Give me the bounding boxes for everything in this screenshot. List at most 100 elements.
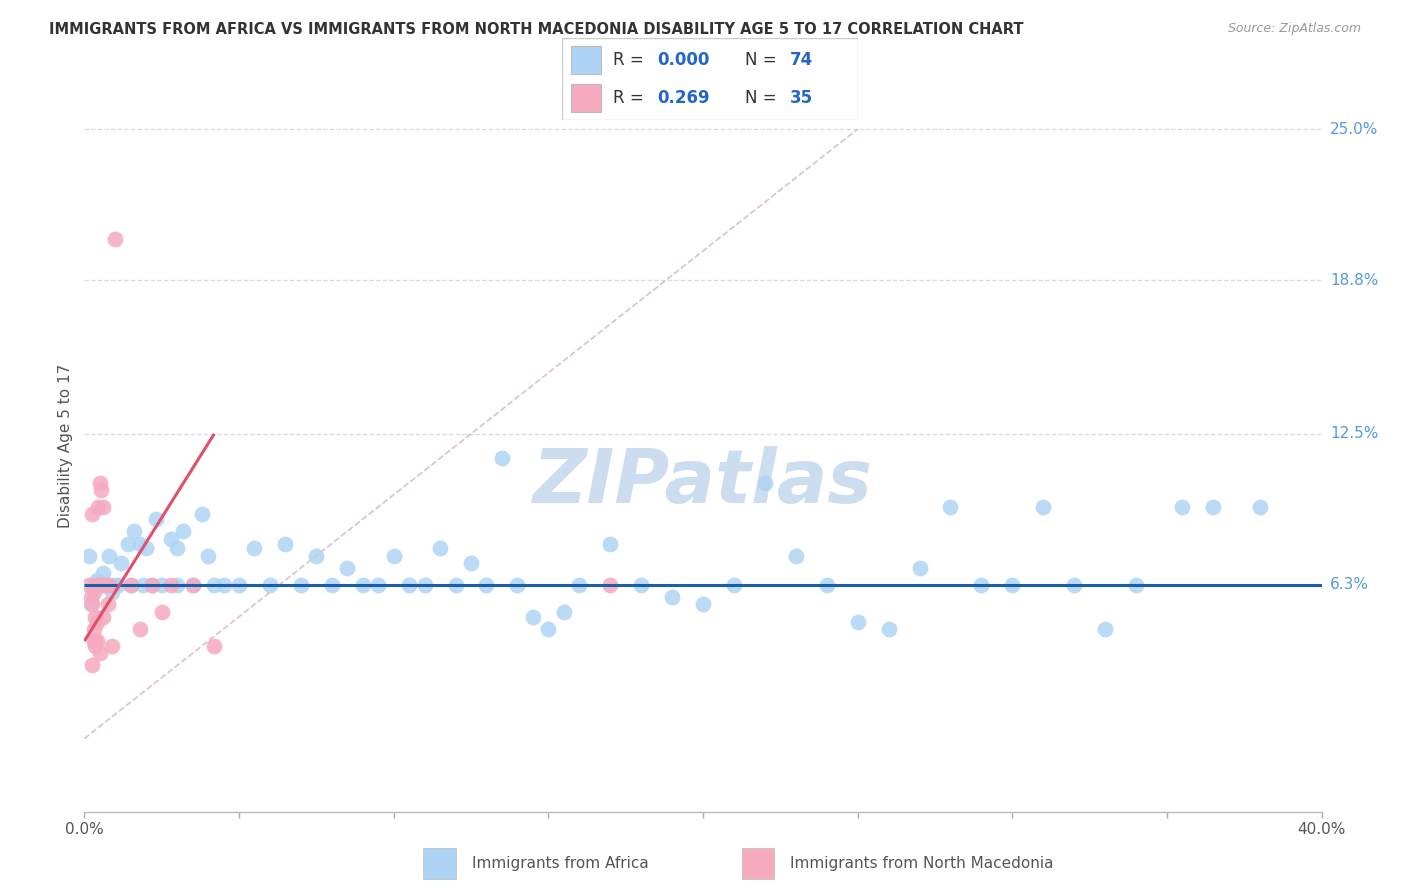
Point [305, 549, 328, 563]
Text: R =: R = [613, 51, 648, 69]
Point [86, 573, 108, 587]
Text: Immigrants from North Macedonia: Immigrants from North Macedonia [790, 855, 1054, 871]
Point [352, 578, 374, 592]
FancyBboxPatch shape [571, 45, 600, 74]
Text: 0.269: 0.269 [657, 89, 710, 107]
Point [382, 549, 405, 563]
Point [202, 639, 225, 653]
Point [1171, 500, 1194, 514]
Point [202, 578, 225, 592]
Point [212, 578, 235, 592]
Text: 0.000: 0.000 [657, 51, 709, 69]
FancyBboxPatch shape [423, 848, 456, 879]
Point [228, 578, 250, 592]
Point [82, 658, 104, 673]
Text: 18.8%: 18.8% [1330, 273, 1378, 288]
Point [444, 578, 467, 592]
Point [815, 578, 838, 592]
FancyBboxPatch shape [571, 85, 600, 112]
Text: N =: N = [745, 51, 782, 69]
Point [243, 541, 266, 556]
Point [1125, 578, 1147, 592]
Point [83, 578, 105, 592]
Point [82, 508, 104, 522]
Point [83, 622, 105, 636]
Point [197, 549, 219, 563]
Point [537, 622, 560, 636]
Point [723, 578, 745, 592]
Point [79, 598, 101, 612]
Point [599, 536, 621, 550]
Point [522, 609, 544, 624]
Point [96, 598, 118, 612]
Point [132, 578, 155, 592]
Point [117, 536, 139, 550]
Point [908, 561, 931, 575]
Point [754, 475, 776, 490]
Point [553, 605, 575, 619]
Point [84, 609, 107, 624]
FancyBboxPatch shape [741, 848, 775, 879]
Point [181, 578, 204, 592]
Point [661, 590, 683, 604]
Point [1249, 500, 1271, 514]
Point [1202, 500, 1225, 514]
Point [91, 609, 114, 624]
Point [83, 634, 105, 648]
Y-axis label: Disability Age 5 to 17: Disability Age 5 to 17 [58, 364, 73, 528]
Point [129, 536, 152, 550]
Point [160, 578, 183, 592]
Text: N =: N = [745, 89, 782, 107]
Point [101, 585, 124, 599]
Point [135, 541, 157, 556]
Point [91, 500, 114, 514]
Point [87, 500, 110, 514]
Point [1032, 500, 1054, 514]
Point [145, 512, 167, 526]
Text: 12.5%: 12.5% [1330, 426, 1378, 442]
Point [129, 622, 152, 636]
Point [150, 605, 173, 619]
Point [98, 578, 121, 592]
Point [110, 556, 132, 570]
Point [692, 598, 714, 612]
Point [89, 578, 111, 592]
Text: IMMIGRANTS FROM AFRICA VS IMMIGRANTS FROM NORTH MACEDONIA DISABILITY AGE 5 TO 17: IMMIGRANTS FROM AFRICA VS IMMIGRANTS FRO… [49, 22, 1024, 37]
Point [120, 578, 142, 592]
Point [160, 532, 183, 546]
Point [630, 578, 652, 592]
Text: 74: 74 [790, 51, 813, 69]
Point [191, 508, 214, 522]
Point [274, 536, 297, 550]
Point [785, 549, 807, 563]
Point [846, 615, 869, 629]
Point [104, 232, 127, 246]
Point [166, 541, 188, 556]
Point [367, 578, 389, 592]
Point [1001, 578, 1024, 592]
Point [166, 578, 188, 592]
FancyBboxPatch shape [562, 38, 858, 120]
Point [104, 578, 127, 592]
Point [290, 578, 312, 592]
Point [89, 646, 111, 660]
Point [181, 578, 204, 592]
Point [970, 578, 993, 592]
Point [91, 566, 114, 580]
Point [79, 590, 101, 604]
Point [877, 622, 900, 636]
Point [568, 578, 591, 592]
Point [141, 578, 163, 592]
Point [1094, 622, 1116, 636]
Point [90, 483, 112, 497]
Point [107, 578, 129, 592]
Point [89, 578, 111, 592]
Point [150, 578, 173, 592]
Text: 25.0%: 25.0% [1330, 121, 1378, 136]
Point [98, 549, 121, 563]
Text: 35: 35 [790, 89, 813, 107]
Point [506, 578, 529, 592]
Point [599, 578, 621, 592]
Point [86, 634, 108, 648]
Point [475, 578, 498, 592]
